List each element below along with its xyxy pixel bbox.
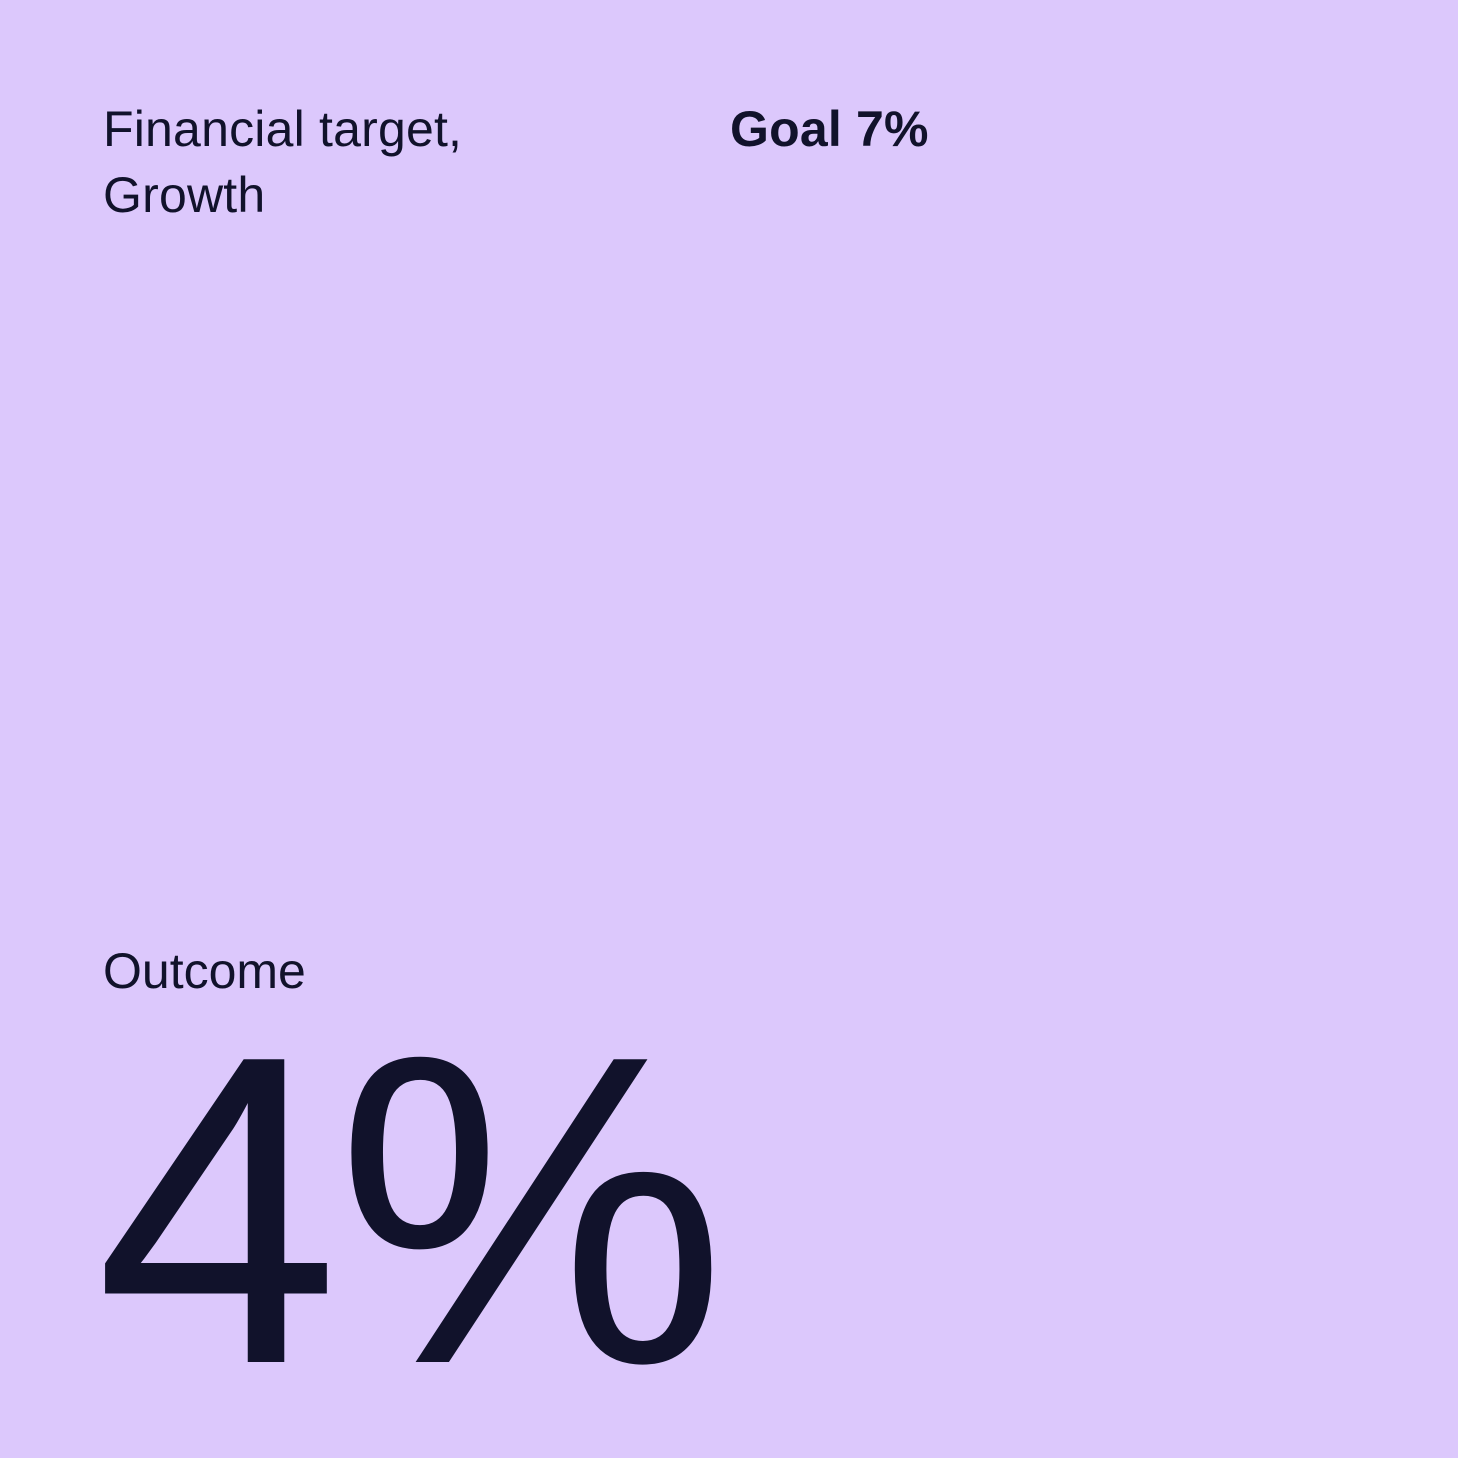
card-title: Financial target, Growth: [103, 96, 462, 228]
outcome-value: 4%: [95, 965, 727, 1456]
goal-label: Goal 7%: [730, 101, 929, 157]
card-title-line2: Growth: [103, 167, 266, 223]
outcome-label: Outcome: [103, 943, 306, 999]
card-title-line1: Financial target,: [103, 101, 463, 157]
